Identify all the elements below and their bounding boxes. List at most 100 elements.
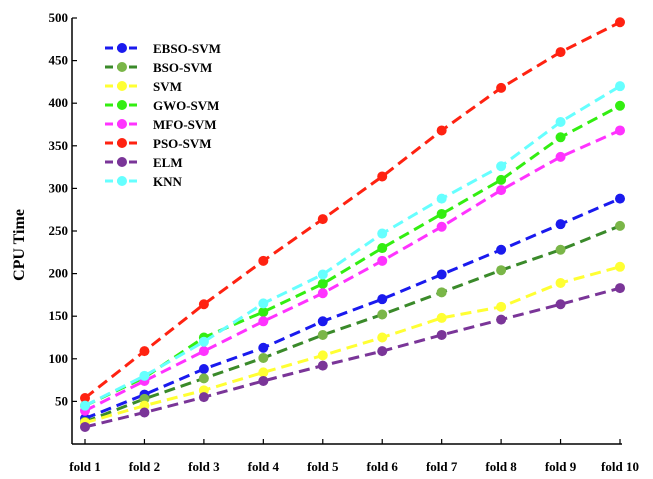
legend-entry: MFO-SVM [105, 117, 217, 132]
data-point [555, 132, 566, 143]
data-point [555, 219, 566, 230]
x-tick-label: fold 7 [426, 459, 458, 474]
series-line [84, 129, 621, 413]
series-bso-svm [80, 220, 625, 427]
data-point [436, 329, 447, 340]
data-point [258, 316, 269, 327]
legend-label: KNN [153, 174, 183, 189]
data-point [496, 265, 507, 276]
data-point [377, 255, 388, 266]
data-point [198, 392, 209, 403]
legend-marker [117, 100, 127, 110]
legend-entry: EBSO-SVM [105, 41, 221, 56]
data-point [615, 261, 625, 272]
y-tick-label: 350 [49, 138, 69, 153]
data-point [615, 193, 625, 204]
data-point [496, 185, 507, 196]
data-point [496, 244, 507, 255]
data-point [258, 375, 269, 386]
data-point [258, 306, 269, 317]
legend: EBSO-SVM BSO-SVM SVM GWO-SVM MFO-SVM PSO-SVM E… [105, 41, 221, 189]
y-tick-label: 400 [49, 95, 69, 110]
data-point [555, 151, 566, 162]
legend-label: GWO-SVM [153, 98, 219, 113]
data-point [317, 278, 328, 289]
series-elm [80, 283, 625, 432]
y-tick-label: 300 [49, 180, 69, 195]
data-point [496, 161, 507, 172]
data-point [258, 352, 269, 363]
data-point [198, 373, 209, 384]
data-point [258, 367, 269, 378]
data-point [555, 244, 566, 255]
data-point [615, 81, 625, 92]
legend-entry: PSO-SVM [105, 136, 212, 151]
data-point [377, 171, 388, 182]
data-point [615, 283, 625, 294]
series-ebso-svm [80, 193, 625, 424]
data-point [377, 294, 388, 305]
x-tick-label: fold 6 [367, 459, 399, 474]
series-line [84, 20, 621, 400]
legend-marker [117, 138, 127, 148]
x-tick-label: fold 9 [545, 459, 577, 474]
data-point [496, 82, 507, 93]
data-point [377, 228, 388, 239]
legend-label: ELM [153, 155, 183, 170]
x-tick-label: fold 3 [188, 459, 220, 474]
legend-marker [117, 62, 127, 72]
x-tick-label: fold 2 [129, 459, 160, 474]
x-tick-label: fold 8 [485, 459, 517, 474]
legend-marker [117, 81, 127, 91]
series-line [84, 197, 621, 420]
data-point [615, 125, 625, 136]
data-point [436, 269, 447, 280]
data-point [139, 407, 150, 418]
data-point [615, 17, 625, 28]
y-tick-label: 100 [49, 351, 69, 366]
data-point [317, 329, 328, 340]
legend-marker [117, 119, 127, 129]
data-point [317, 288, 328, 299]
legend-marker [117, 157, 127, 167]
series-line [84, 104, 621, 408]
x-tick-label: fold 4 [248, 459, 280, 474]
data-point [496, 301, 507, 312]
y-tick-label: 50 [55, 393, 68, 408]
y-tick-label: 150 [49, 308, 69, 323]
legend-entry: GWO-SVM [105, 98, 219, 113]
series-layer [80, 17, 625, 432]
data-point [496, 174, 507, 185]
series-line [84, 84, 621, 408]
legend-label: MFO-SVM [153, 117, 217, 132]
y-tick-label: 500 [49, 10, 69, 25]
data-point [198, 299, 209, 310]
legend-marker [117, 43, 127, 53]
data-point [615, 220, 625, 231]
data-point [139, 346, 150, 357]
data-point [317, 214, 328, 225]
series-svm [80, 261, 625, 428]
legend-entry: KNN [105, 174, 183, 189]
data-point [436, 287, 447, 298]
data-point [317, 316, 328, 327]
x-tick-label: fold 10 [601, 459, 639, 474]
legend-entry: BSO-SVM [105, 60, 212, 75]
legend-entry: SVM [105, 79, 182, 94]
data-point [436, 193, 447, 204]
legend-label: PSO-SVM [153, 136, 212, 151]
data-point [436, 312, 447, 323]
y-tick-label: 250 [49, 223, 69, 238]
data-point [377, 309, 388, 320]
data-point [139, 370, 150, 381]
x-tick-label: fold 1 [69, 459, 100, 474]
data-point [555, 277, 566, 288]
y-tick-label: 450 [49, 53, 69, 68]
data-point [377, 332, 388, 343]
data-point [615, 100, 625, 111]
data-point [317, 360, 328, 371]
data-point [198, 336, 209, 347]
data-point [555, 299, 566, 310]
axes: 50 100 150 200 250 300 350 400 450 500 fold 1 fold … [49, 10, 639, 474]
